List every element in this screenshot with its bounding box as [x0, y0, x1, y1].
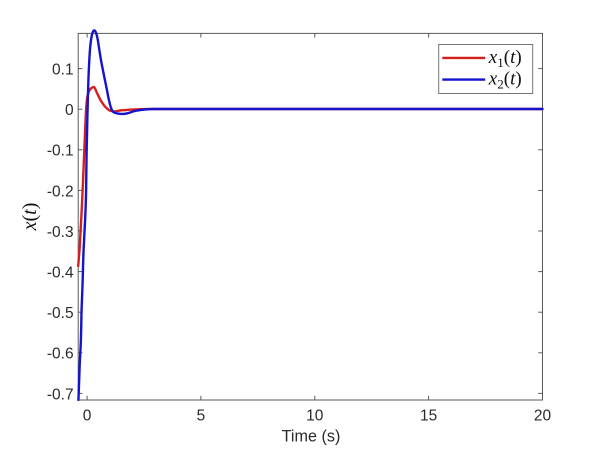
- svg-text:x(t): x(t): [19, 203, 41, 232]
- svg-text:-0.6: -0.6: [47, 346, 74, 363]
- svg-text:20: 20: [534, 407, 552, 424]
- svg-text:10: 10: [306, 407, 324, 424]
- svg-text:5: 5: [197, 407, 206, 424]
- svg-text:-0.5: -0.5: [47, 305, 74, 322]
- svg-text:x1(t): x1(t): [488, 47, 522, 70]
- svg-text:-0.1: -0.1: [47, 143, 74, 160]
- svg-text:15: 15: [420, 407, 437, 424]
- svg-text:-0.7: -0.7: [47, 386, 74, 403]
- svg-text:x2(t): x2(t): [488, 68, 522, 91]
- svg-text:-0.2: -0.2: [47, 183, 74, 200]
- svg-text:Time (s): Time (s): [282, 428, 341, 446]
- svg-text:0: 0: [83, 407, 92, 424]
- svg-text:0.1: 0.1: [52, 62, 74, 79]
- svg-text:0: 0: [65, 102, 74, 119]
- svg-text:-0.3: -0.3: [47, 224, 74, 241]
- svg-text:-0.4: -0.4: [47, 265, 74, 282]
